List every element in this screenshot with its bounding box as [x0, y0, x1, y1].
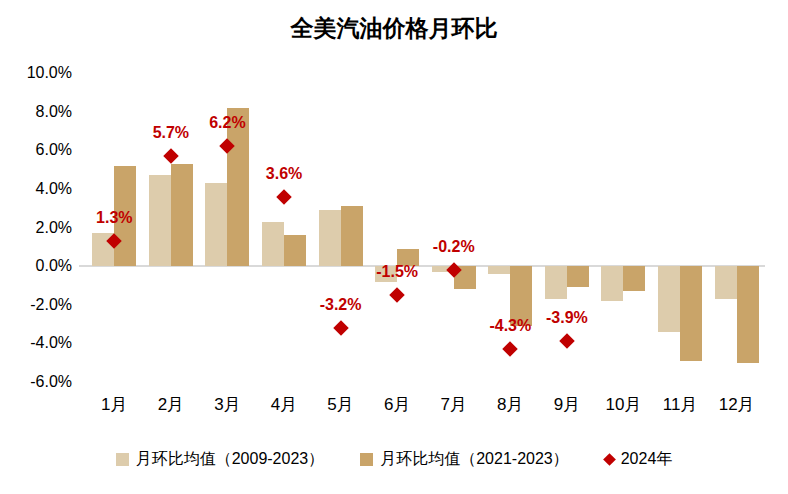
month-group: 3.6%4月 [256, 73, 313, 382]
chart-legend: 月环比均值（2009-2023） 月环比均值（2021-2023） 2024年 [0, 449, 788, 470]
x-axis-month-label: 7月 [425, 393, 482, 416]
chart-container: 全美汽油价格月环比 10.0% 8.0% 6.0% 4.0% 2.0% 0.0% -2.0%… [0, 0, 788, 494]
month-group: -1.5%6月 [369, 73, 426, 382]
y-axis-tick-label: -6.0% [30, 373, 72, 391]
avg-2009-2023-bar [205, 183, 227, 266]
legend-item-avg-2009-2023: 月环比均值（2009-2023） [116, 449, 325, 470]
diamond-2024-marker-icon [163, 148, 179, 164]
x-axis-month-label: 4月 [256, 393, 313, 416]
diamond-2024-marker-icon [389, 287, 405, 303]
x-axis-month-label: 6月 [369, 393, 426, 416]
month-group: 12月 [708, 73, 765, 382]
light-bar-swatch-icon [116, 453, 129, 466]
x-axis-month-label: 12月 [708, 393, 765, 416]
data-point-label-2024: -3.2% [320, 296, 362, 314]
x-axis-month-label: 11月 [652, 393, 709, 416]
y-axis-tick-label: -2.0% [30, 296, 72, 314]
data-point-label-2024: -3.9% [546, 309, 588, 327]
month-group: 10月 [595, 73, 652, 382]
data-point-label-2024: -4.3% [489, 317, 531, 335]
avg-2021-2023-bar [284, 235, 306, 266]
month-group: -4.3%8月 [482, 73, 539, 382]
legend-label-avg-2009-2023: 月环比均值（2009-2023） [136, 449, 325, 470]
avg-2009-2023-bar [658, 266, 680, 332]
month-group: 6.2%3月 [199, 73, 256, 382]
avg-2021-2023-bar [341, 206, 363, 266]
legend-item-2024: 2024年 [605, 449, 673, 470]
diamond-2024-marker-icon [333, 320, 349, 336]
diamond-2024-marker-icon [503, 341, 519, 357]
month-group: -3.2%5月 [312, 73, 369, 382]
month-group: -3.9%9月 [539, 73, 596, 382]
avg-2021-2023-bar [567, 266, 589, 287]
data-point-label-2024: 3.6% [266, 165, 302, 183]
diamond-2024-marker-icon [559, 334, 575, 350]
y-axis: 10.0%8.0%6.0%4.0%2.0%0.0%-2.0%-4.0%-6.0% [0, 73, 78, 382]
diamond-2024-marker-icon [276, 189, 292, 205]
month-group: 1.3%1月 [86, 73, 143, 382]
y-axis-tick-label: 2.0% [36, 219, 72, 237]
avg-2021-2023-bar [623, 266, 645, 291]
chart-title: 全美汽油价格月环比 [0, 13, 788, 44]
y-axis-tick-label: 10.0% [27, 64, 72, 82]
y-axis-tick-label: 4.0% [36, 180, 72, 198]
y-axis-tick-label: 8.0% [36, 103, 72, 121]
avg-2009-2023-bar [715, 266, 737, 299]
x-axis-month-label: 1月 [86, 393, 143, 416]
data-point-label-2024: -0.2% [433, 238, 475, 256]
legend-item-avg-2021-2023: 月环比均值（2021-2023） [360, 449, 569, 470]
data-point-label-2024: 1.3% [96, 209, 132, 227]
avg-2009-2023-bar [488, 266, 510, 274]
avg-2009-2023-bar [545, 266, 567, 299]
y-axis-tick-label: 6.0% [36, 141, 72, 159]
dark-bar-swatch-icon [360, 453, 373, 466]
month-group: 11月 [652, 73, 709, 382]
x-axis-month-label: 2月 [143, 393, 200, 416]
plot-area: 1.3%1月5.7%2月6.2%3月3.6%4月-3.2%5月-1.5%6月-0… [86, 73, 765, 382]
x-axis-month-label: 3月 [199, 393, 256, 416]
avg-2021-2023-bar [171, 164, 193, 266]
avg-2009-2023-bar [319, 210, 341, 266]
avg-2009-2023-bar [262, 222, 284, 266]
red-diamond-swatch-icon [603, 453, 616, 466]
y-axis-tick-label: 0.0% [36, 257, 72, 275]
avg-2009-2023-bar [601, 266, 623, 301]
month-group: 5.7%2月 [143, 73, 200, 382]
y-axis-tick-label: -4.0% [30, 334, 72, 352]
data-point-label-2024: 5.7% [153, 124, 189, 142]
x-axis-month-label: 10月 [595, 393, 652, 416]
x-axis-month-label: 9月 [539, 393, 596, 416]
legend-label-avg-2021-2023: 月环比均值（2021-2023） [380, 449, 569, 470]
data-point-label-2024: 6.2% [209, 114, 245, 132]
legend-label-2024: 2024年 [621, 449, 673, 470]
data-point-label-2024: -1.5% [376, 263, 418, 281]
x-axis-month-label: 5月 [312, 393, 369, 416]
avg-2009-2023-bar [149, 175, 171, 266]
x-axis-month-label: 8月 [482, 393, 539, 416]
avg-2021-2023-bar [737, 266, 759, 363]
month-group: -0.2%7月 [425, 73, 482, 382]
avg-2021-2023-bar [680, 266, 702, 361]
